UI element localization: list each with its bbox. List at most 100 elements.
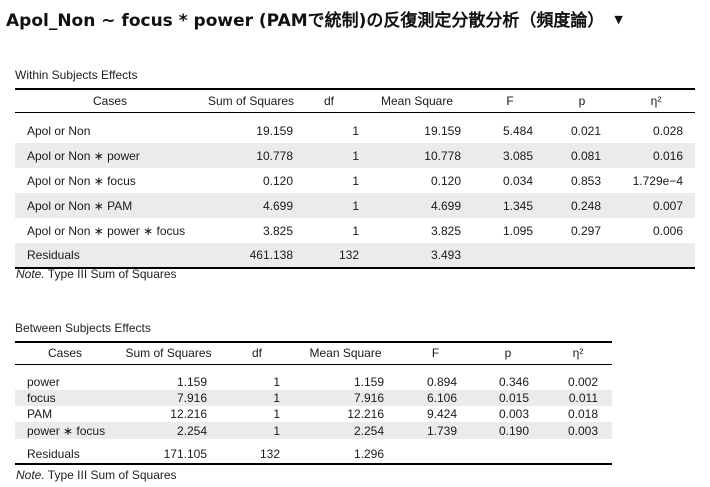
cell-df: 1 (352, 223, 359, 238)
cell-p: 0.003 (498, 407, 529, 421)
cell-mean-square: 12.216 (347, 407, 384, 421)
table-row-residuals: Residuals 461.138 132 3.493 (15, 243, 695, 268)
cell-sum-of-squares: 3.825 (262, 223, 293, 238)
cell-eta-squared: 0.011 (544, 390, 612, 406)
col-header-mean-square: Mean Square (309, 346, 382, 361)
analysis-title-text: Apol_Non ~ focus * power (PAMで統制)の反復測定分散… (6, 11, 605, 31)
cell-p (547, 243, 617, 268)
cell-mean-square: 0.120 (430, 173, 461, 188)
table-row: Apol or Non ∗ focus 0.120 1 0.120 0.034 … (15, 168, 695, 193)
cell-f: 0.034 (502, 173, 533, 188)
cell-sum-of-squares: 19.159 (256, 123, 293, 138)
cell-f (473, 243, 547, 268)
between-table-note: Note. Type III Sum of Squares (16, 468, 177, 482)
cell-df: 132 (259, 447, 280, 461)
cell-case: PAM (27, 407, 53, 421)
col-header-eta-squared: η² (650, 93, 662, 108)
cell-eta-squared: 0.018 (567, 407, 598, 421)
cell-mean-square: 1.296 (353, 447, 384, 461)
cell-case: power ∗ focus (15, 422, 115, 439)
cell-eta-squared: 0.006 (652, 223, 683, 238)
analysis-title: Apol_Non ~ focus * power (PAMで統制)の反復測定分散… (6, 6, 623, 31)
cell-mean-square: 2.254 (292, 422, 399, 439)
table-row: power 1.159 1 1.159 0.894 0.346 0.002 (15, 364, 612, 390)
cell-df: 1 (273, 407, 280, 421)
cell-f: 3.085 (473, 143, 547, 168)
cell-case: power (27, 375, 60, 390)
table-row: power ∗ focus 2.254 1 2.254 1.739 0.190 … (15, 422, 612, 439)
cell-p: 0.346 (498, 375, 529, 390)
table-row: Apol or Non ∗ power ∗ focus 3.825 1 3.82… (15, 218, 695, 243)
cell-f: 1.345 (473, 193, 547, 218)
cell-p: 0.081 (547, 143, 617, 168)
cell-case: Apol or Non ∗ power (15, 143, 205, 168)
cell-df: 1 (222, 390, 292, 406)
cell-eta-squared: 0.007 (617, 193, 695, 218)
note-label: Note. (16, 267, 45, 281)
cell-eta-squared (617, 243, 695, 268)
col-header-p: p (504, 346, 512, 361)
within-table-note: Note. Type III Sum of Squares (16, 267, 177, 281)
cell-f: 1.739 (399, 422, 472, 439)
cell-sum-of-squares: 0.120 (262, 173, 293, 188)
col-header-df: df (251, 346, 262, 361)
cell-sum-of-squares: 1.159 (176, 375, 207, 390)
cell-mean-square: 10.778 (361, 143, 473, 168)
col-header-sum-of-squares: Sum of Squares (207, 93, 295, 108)
cell-p: 0.248 (547, 193, 617, 218)
cell-eta-squared: 1.729e−4 (632, 173, 683, 188)
cell-df: 1 (352, 173, 359, 188)
cell-mean-square: 4.699 (361, 193, 473, 218)
cell-case: Residuals (27, 447, 80, 461)
between-subjects-title: Between Subjects Effects (15, 321, 151, 335)
cell-sum-of-squares: 7.916 (115, 390, 222, 406)
cell-eta-squared: 0.003 (544, 422, 612, 439)
cell-df: 1 (222, 422, 292, 439)
cell-df: 1 (273, 375, 280, 390)
cell-eta-squared (544, 439, 612, 464)
cell-case: focus (15, 390, 115, 406)
cell-df: 132 (297, 243, 361, 268)
col-header-f: F (506, 93, 514, 108)
col-header-cases: Cases (47, 346, 82, 361)
cell-p: 0.021 (570, 123, 601, 138)
cell-eta-squared: 0.016 (617, 143, 695, 168)
cell-case: Residuals (15, 243, 205, 268)
cell-p: 0.190 (472, 422, 544, 439)
table-row: focus 7.916 1 7.916 6.106 0.015 0.011 (15, 390, 612, 406)
cell-sum-of-squares: 171.105 (163, 447, 207, 461)
table-row-residuals: Residuals 171.105 132 1.296 (15, 439, 612, 464)
within-subjects-title: Within Subjects Effects (15, 68, 138, 82)
table-header-row: Cases Sum of Squares df Mean Square F p … (15, 89, 695, 112)
note-text: Type III Sum of Squares (44, 267, 177, 281)
cell-f: 5.484 (502, 123, 533, 138)
cell-df: 1 (297, 193, 361, 218)
cell-eta-squared: 0.028 (652, 123, 683, 138)
cell-mean-square: 1.159 (353, 375, 384, 390)
cell-f (399, 439, 472, 464)
table-row: Apol or Non ∗ power 10.778 1 10.778 3.08… (15, 143, 695, 168)
cell-sum-of-squares: 4.699 (205, 193, 297, 218)
cell-sum-of-squares: 10.778 (205, 143, 297, 168)
cell-case: Apol or Non ∗ power ∗ focus (27, 223, 186, 238)
col-header-p: p (578, 93, 586, 108)
note-text: Type III Sum of Squares (44, 468, 177, 482)
cell-mean-square: 3.493 (361, 243, 473, 268)
cell-f: 1.095 (502, 223, 533, 238)
col-header-sum-of-squares: Sum of Squares (125, 346, 212, 361)
cell-sum-of-squares: 2.254 (115, 422, 222, 439)
col-header-f: F (431, 346, 440, 361)
cell-f: 0.894 (426, 375, 457, 390)
table-row: Apol or Non ∗ PAM 4.699 1 4.699 1.345 0.… (15, 193, 695, 218)
cell-case: Apol or Non ∗ focus (27, 173, 136, 188)
cell-df: 1 (352, 123, 359, 138)
cell-mean-square: 3.825 (430, 223, 461, 238)
cell-p: 0.853 (570, 173, 601, 188)
cell-p (472, 439, 544, 464)
cell-f: 6.106 (399, 390, 472, 406)
table-header-row: Cases Sum of Squares df Mean Square F p … (15, 342, 612, 364)
cell-mean-square: 7.916 (292, 390, 399, 406)
cell-mean-square: 19.159 (424, 123, 461, 138)
caret-down-icon[interactable]: ▼ (614, 13, 623, 26)
cell-p: 0.297 (570, 223, 601, 238)
